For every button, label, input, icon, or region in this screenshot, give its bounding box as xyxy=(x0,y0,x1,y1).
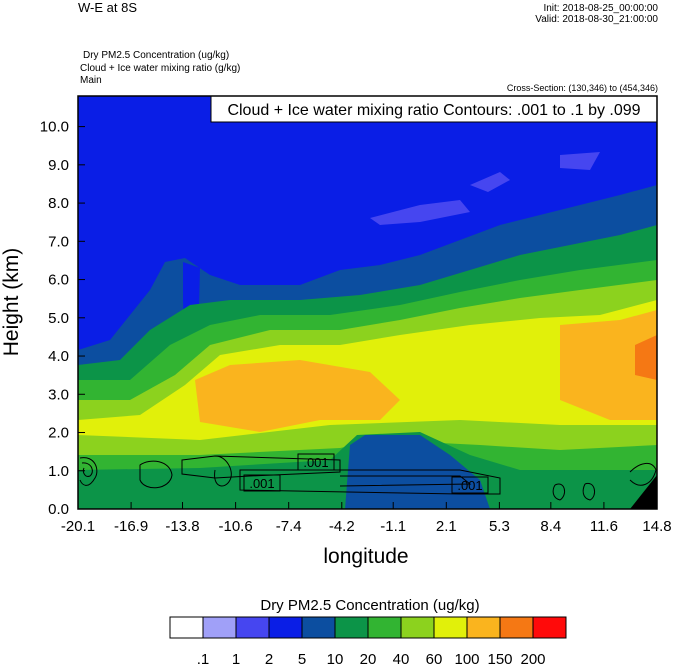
x-tick-label: 8.4 xyxy=(540,518,561,535)
contour-line xyxy=(582,482,596,501)
colorbar-label: 200 xyxy=(520,651,545,667)
contour-label: .001 xyxy=(303,455,328,470)
y-tick-label: 4.0 xyxy=(48,348,69,365)
y-tick-label: 5.0 xyxy=(48,310,69,327)
plot-area: .001 .001 .001 xyxy=(78,96,657,509)
contour-line xyxy=(139,460,173,489)
x-tick-label: -16.9 xyxy=(114,518,148,535)
contour-fill xyxy=(195,360,400,432)
colorbar-box xyxy=(499,616,534,639)
colorbar-label: 10 xyxy=(327,651,344,667)
x-tick-label: -20.1 xyxy=(61,518,95,535)
colorbar-box xyxy=(301,616,336,639)
x-tick-label: -1.1 xyxy=(380,518,406,535)
colorbar-label: 2 xyxy=(265,651,273,667)
contour-line xyxy=(629,463,657,486)
colorbar-box xyxy=(169,616,204,639)
valid-time: Valid: 2018-08-30_21:00:00 xyxy=(535,14,658,25)
contour-line xyxy=(79,457,98,486)
colorbar-box xyxy=(235,616,270,639)
contour-line xyxy=(181,455,341,479)
colorbar-label: 1 xyxy=(232,651,240,667)
y-tick-label: 3.0 xyxy=(48,386,69,403)
colorbar-label: 100 xyxy=(454,651,479,667)
chart-title: W-E at 8S xyxy=(78,0,137,15)
colorbar-box xyxy=(367,616,402,639)
contour-fill xyxy=(560,310,657,420)
colorbar-label: 60 xyxy=(426,651,443,667)
colorbar-title: Dry PM2.5 Concentration (ug/kg) xyxy=(260,597,479,614)
contour-fill xyxy=(345,435,490,509)
colorbar-box xyxy=(268,616,303,639)
contour-line xyxy=(81,462,93,477)
contour-fill xyxy=(370,200,470,225)
colorbar-label: 5 xyxy=(298,651,306,667)
colorbar-label: .1 xyxy=(197,651,210,667)
colorbar-box xyxy=(334,616,369,639)
contour-note: Cloud + Ice water mixing ratio Contours:… xyxy=(227,102,640,119)
x-tick-label: -4.2 xyxy=(329,518,355,535)
contour-fill xyxy=(560,152,600,170)
field-label: Dry PM2.5 Concentration (ug/kg) xyxy=(83,50,229,61)
colorbar-box xyxy=(532,616,567,639)
contour-label-box xyxy=(243,474,281,492)
contour-line xyxy=(339,475,472,487)
x-axis-label: longitude xyxy=(323,545,408,568)
y-tick-label: 9.0 xyxy=(48,157,69,174)
y-tick-label: 2.0 xyxy=(48,425,69,442)
contour-fill xyxy=(470,172,510,192)
colorbar-box xyxy=(466,616,501,639)
contour-fill xyxy=(635,335,657,380)
x-tick-label: 2.1 xyxy=(436,518,457,535)
colorbar-box xyxy=(202,616,237,639)
y-axis-label: Height (km) xyxy=(0,248,23,357)
init-time: Init: 2018-08-25_00:00:00 xyxy=(543,3,658,14)
y-tick-label: 10.0 xyxy=(40,119,69,136)
field-label: Main xyxy=(80,75,102,86)
field-label: Cloud + Ice water mixing ratio (g/kg) xyxy=(80,63,240,74)
x-tick-label: -10.6 xyxy=(219,518,253,535)
cross-section: Cross-Section: (130,346) to (454,346) xyxy=(507,83,658,93)
x-tick-label: 14.8 xyxy=(642,518,671,535)
colorbar-label: 150 xyxy=(487,651,512,667)
x-tick-label: 5.3 xyxy=(489,518,510,535)
colorbar-label: 20 xyxy=(360,651,377,667)
plot-frame xyxy=(77,95,658,510)
contour-line xyxy=(214,455,232,487)
y-tick-label: 7.0 xyxy=(48,233,69,250)
y-tick-label: 6.0 xyxy=(48,272,69,289)
contour-label-box xyxy=(297,453,335,471)
y-tick-label: 0.0 xyxy=(48,501,69,518)
contour-label: .001 xyxy=(457,478,482,493)
y-tick-label: 8.0 xyxy=(48,195,69,212)
contour-label: .001 xyxy=(249,476,274,491)
x-tick-label: -13.8 xyxy=(165,518,199,535)
colorbar-box xyxy=(433,616,468,639)
contour-line xyxy=(552,483,566,501)
x-tick-label: -7.4 xyxy=(276,518,302,535)
colorbar-label: 40 xyxy=(393,651,410,667)
y-tick-label: 1.0 xyxy=(48,463,69,480)
x-tick-label: 11.6 xyxy=(590,518,618,535)
contour-label-box xyxy=(451,476,489,494)
terrain xyxy=(630,475,657,509)
colorbar-box xyxy=(400,616,435,639)
